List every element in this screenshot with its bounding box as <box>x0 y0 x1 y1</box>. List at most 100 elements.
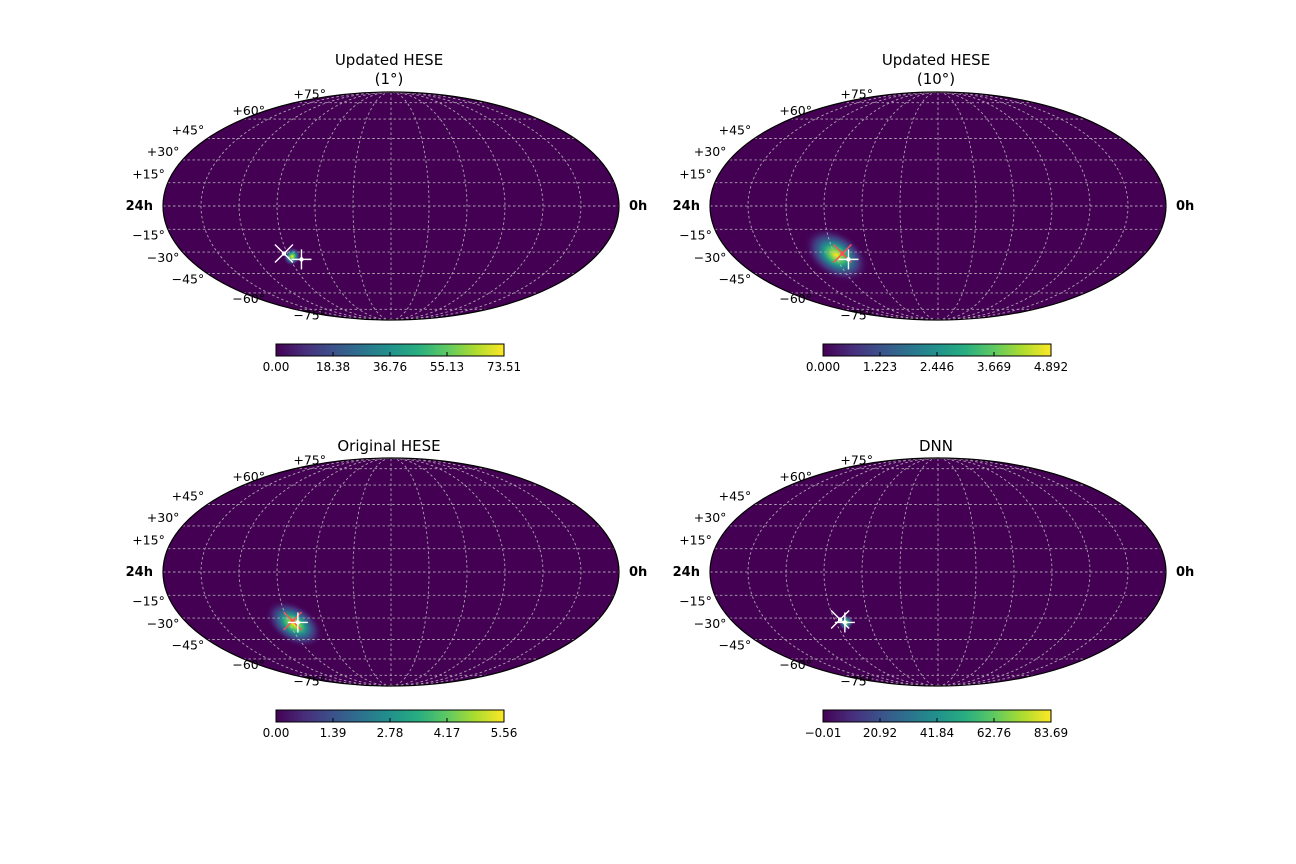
colorbar-tick-label: 0.00 <box>263 360 290 374</box>
dec-tick-label: −30° <box>147 616 180 631</box>
ra-label-left: 24h <box>126 565 153 580</box>
grid-line-meridian <box>390 92 544 320</box>
chart-title: DNN <box>919 437 953 455</box>
dec-tick-label: −15° <box>132 593 165 608</box>
skymap-panel: Updated HESE(10°) +75° +60° +45° +30° +15° −15… <box>673 51 1195 374</box>
colorbar-tick-label: 73.51 <box>487 360 521 374</box>
grid-line-meridian <box>314 458 392 686</box>
grid-line-meridian <box>937 92 1053 320</box>
dec-tick-label: +45° <box>172 489 205 504</box>
grid-line-meridian <box>238 458 392 686</box>
grid-line-meridian <box>352 92 392 320</box>
dec-tick-label: +75° <box>293 453 326 468</box>
chart-subtitle: (1°) <box>375 70 404 88</box>
dec-tick-label: −75° <box>840 673 873 688</box>
source-plus-marker <box>291 249 312 270</box>
grid-line-meridian <box>823 458 939 686</box>
dec-tick-label: +60° <box>232 469 265 484</box>
skymap-background <box>710 92 1166 320</box>
dec-tick-label: +30° <box>147 510 180 525</box>
dec-tick-label: −60° <box>779 657 812 672</box>
ra-label-left: 24h <box>126 199 153 214</box>
skymap-border <box>162 457 620 687</box>
skymap-panel: Updated HESE(1°) +75° +60° +45° +30° +15° −15°… <box>126 51 648 374</box>
source-plus-marker <box>838 249 859 270</box>
colorbar-tick-label: 18.38 <box>316 360 350 374</box>
dec-tick-label: −15° <box>679 227 712 242</box>
dec-tick-label: +60° <box>779 103 812 118</box>
skymap-background <box>710 458 1166 686</box>
skymap-panel: DNN +75° +60° +45° +30° +15° −15° −30° −45° −60° −… <box>673 437 1195 740</box>
grid-line-meridian <box>937 458 1053 686</box>
colorbar-tick-label: 0.00 <box>263 726 290 740</box>
grid-line-meridian <box>937 458 1129 686</box>
grid-line-meridian <box>390 458 430 686</box>
colorbar-tick-label: 5.56 <box>491 726 518 740</box>
dec-tick-label: −15° <box>132 227 165 242</box>
ra-label-right: 0h <box>1176 199 1194 214</box>
grid-line-meridian <box>747 92 939 320</box>
colorbar-tick-label: 1.39 <box>320 726 347 740</box>
dec-tick-label: +15° <box>132 533 165 548</box>
colorbar-tick-label: 0.000 <box>806 360 840 374</box>
dec-tick-label: −75° <box>293 307 326 322</box>
dec-tick-label: +45° <box>719 489 752 504</box>
colorbar-tick-label: 2.446 <box>920 360 954 374</box>
colorbar-tick-label: 3.669 <box>977 360 1011 374</box>
grid-line-meridian <box>937 458 1015 686</box>
skymap-background <box>163 458 619 686</box>
source-plus-marker <box>287 612 308 633</box>
grid-line-meridian <box>861 458 939 686</box>
dec-tick-label: +60° <box>779 469 812 484</box>
colorbar-tick-label: −0.01 <box>805 726 842 740</box>
grid-line-meridian <box>899 92 939 320</box>
dec-tick-label: +45° <box>172 123 205 138</box>
grid-line-meridian <box>390 92 468 320</box>
dec-tick-label: −45° <box>719 637 752 652</box>
colorbar-tick-label: 4.17 <box>434 726 461 740</box>
grid-line-meridian <box>276 92 392 320</box>
colorbar-tick-label: 83.69 <box>1034 726 1068 740</box>
dec-tick-label: −75° <box>293 673 326 688</box>
grid-line-meridian <box>390 458 544 686</box>
ra-label-right: 0h <box>1176 565 1194 580</box>
skymap-border <box>709 457 1167 687</box>
dec-tick-label: −75° <box>840 307 873 322</box>
skymap-background <box>163 92 619 320</box>
dec-tick-label: +60° <box>232 103 265 118</box>
grid-line-meridian <box>390 458 582 686</box>
grid-line-meridian <box>937 458 1091 686</box>
colorbar-tick-label: 1.223 <box>863 360 897 374</box>
grid-line-meridian <box>352 458 392 686</box>
dec-tick-label: −60° <box>779 291 812 306</box>
grid-line-meridian <box>937 92 1129 320</box>
chart-title: Updated HESE <box>882 51 990 69</box>
grid-line-meridian <box>747 458 939 686</box>
grid-line-meridian <box>937 92 1091 320</box>
colorbar-tick-label: 4.892 <box>1034 360 1068 374</box>
dec-tick-label: +30° <box>147 144 180 159</box>
dec-tick-label: +30° <box>694 144 727 159</box>
ra-label-left: 24h <box>673 199 700 214</box>
skymap-border <box>709 91 1167 321</box>
grid-line-meridian <box>200 92 392 320</box>
dec-tick-label: −60° <box>232 291 265 306</box>
colorbar-tick-label: 62.76 <box>977 726 1011 740</box>
ra-label-right: 0h <box>629 199 647 214</box>
grid-line-meridian <box>937 92 977 320</box>
grid-line-meridian <box>785 458 939 686</box>
colorbar-tick-label: 2.78 <box>377 726 404 740</box>
dec-tick-label: +15° <box>679 167 712 182</box>
dec-tick-label: −60° <box>232 657 265 672</box>
skymap-panel: Original HESE +75° +60° +45° +30° +15° −15° −30… <box>126 437 648 740</box>
dec-tick-label: +45° <box>719 123 752 138</box>
probability-hotspot <box>264 599 324 649</box>
source-x-marker <box>274 244 294 264</box>
grid-line-meridian <box>861 92 939 320</box>
source-plus-marker <box>834 612 855 633</box>
dec-tick-label: −30° <box>147 250 180 265</box>
skymap-border <box>162 91 620 321</box>
dec-tick-label: −45° <box>172 271 205 286</box>
grid-line-meridian <box>276 458 392 686</box>
grid-line-meridian <box>390 92 582 320</box>
